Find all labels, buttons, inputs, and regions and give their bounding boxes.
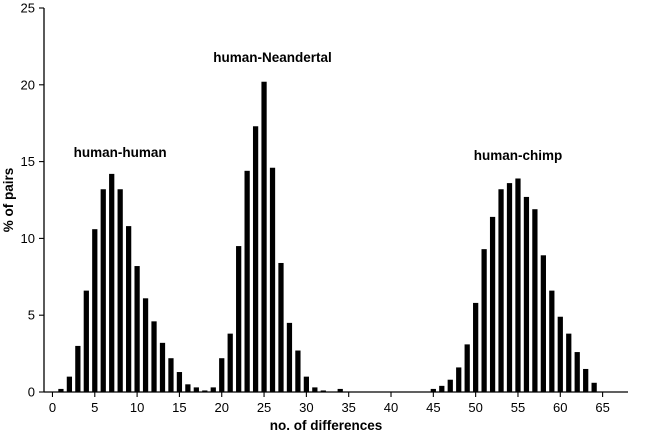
bar	[109, 173, 115, 392]
series-annotation: human-chimp	[474, 148, 563, 163]
bar	[142, 298, 149, 392]
bar	[574, 352, 580, 392]
bar	[83, 290, 89, 392]
x-tick-label: 60	[553, 400, 567, 415]
bar	[566, 333, 572, 392]
x-tick-label: 40	[384, 400, 398, 415]
x-tick-label: 55	[511, 400, 525, 415]
bar	[92, 229, 98, 392]
bar	[498, 189, 504, 392]
bar	[430, 388, 436, 392]
bar	[506, 183, 513, 392]
bar	[447, 379, 453, 392]
bar	[286, 322, 293, 392]
y-tick-label: 15	[21, 154, 35, 169]
y-tick-label: 10	[21, 231, 35, 246]
x-tick-label: 50	[468, 400, 482, 415]
bar	[456, 367, 462, 392]
bar	[540, 255, 546, 392]
x-tick-label: 0	[49, 400, 56, 415]
bar	[58, 388, 64, 392]
bar	[210, 387, 216, 392]
bar	[269, 167, 276, 392]
bar	[244, 170, 250, 392]
bar	[583, 368, 589, 392]
bar	[464, 344, 470, 392]
x-tick-label: 20	[215, 400, 229, 415]
bar	[159, 342, 166, 392]
bar	[227, 333, 233, 392]
x-tick-label: 45	[426, 400, 440, 415]
bar	[151, 321, 157, 392]
bar	[515, 178, 521, 392]
bar	[523, 196, 530, 392]
bar	[134, 266, 140, 392]
bar	[549, 290, 555, 392]
y-tick-label: 20	[21, 77, 35, 92]
bar	[337, 388, 343, 392]
bar	[66, 376, 73, 392]
x-tick-label: 10	[130, 400, 144, 415]
y-tick-label: 5	[28, 308, 35, 323]
axes-group: 0 5 10 15 20 25 0 5 10 15 20 25 30 35 40 45 50 55 60 65	[21, 1, 628, 415]
bar	[117, 189, 123, 392]
bar	[176, 372, 183, 392]
series-annotation: human-human	[74, 145, 167, 160]
bar	[473, 302, 479, 392]
bar	[320, 390, 326, 392]
series-annotation: human-Neandertal	[213, 50, 332, 65]
x-axis-title: no. of differences	[270, 418, 383, 433]
bars-group	[58, 81, 597, 392]
x-tick-label: 65	[595, 400, 609, 415]
bar	[168, 358, 174, 392]
bar	[278, 262, 284, 392]
bar	[312, 387, 318, 392]
bar	[236, 246, 242, 392]
y-ticks: 0 5 10 15 20 25	[21, 1, 44, 400]
bar	[439, 385, 445, 392]
bar	[126, 226, 132, 392]
bar	[489, 216, 496, 392]
y-tick-label: 0	[28, 385, 35, 400]
y-axis-title: % of pairs	[1, 168, 16, 233]
bar	[557, 316, 563, 392]
bar	[202, 390, 208, 392]
bar	[303, 376, 310, 392]
bar	[219, 358, 225, 392]
x-tick-label: 5	[91, 400, 98, 415]
bar	[591, 382, 597, 392]
bar	[185, 384, 191, 392]
bar	[100, 189, 106, 392]
x-tick-label: 15	[172, 400, 186, 415]
x-tick-label: 35	[341, 400, 355, 415]
annotations-group: human-human human-Neandertal human-chimp	[74, 50, 563, 163]
bar	[252, 126, 259, 392]
x-ticks: 0 5 10 15 20 25 30 35 40 45 50 55 60 65	[49, 392, 610, 415]
x-tick-label: 30	[299, 400, 313, 415]
y-tick-label: 25	[21, 1, 35, 16]
bar	[193, 387, 199, 392]
x-tick-label: 25	[257, 400, 271, 415]
bar	[295, 350, 301, 392]
bar	[261, 81, 267, 392]
bar	[481, 249, 487, 392]
bar	[75, 345, 81, 392]
bar	[532, 209, 538, 392]
